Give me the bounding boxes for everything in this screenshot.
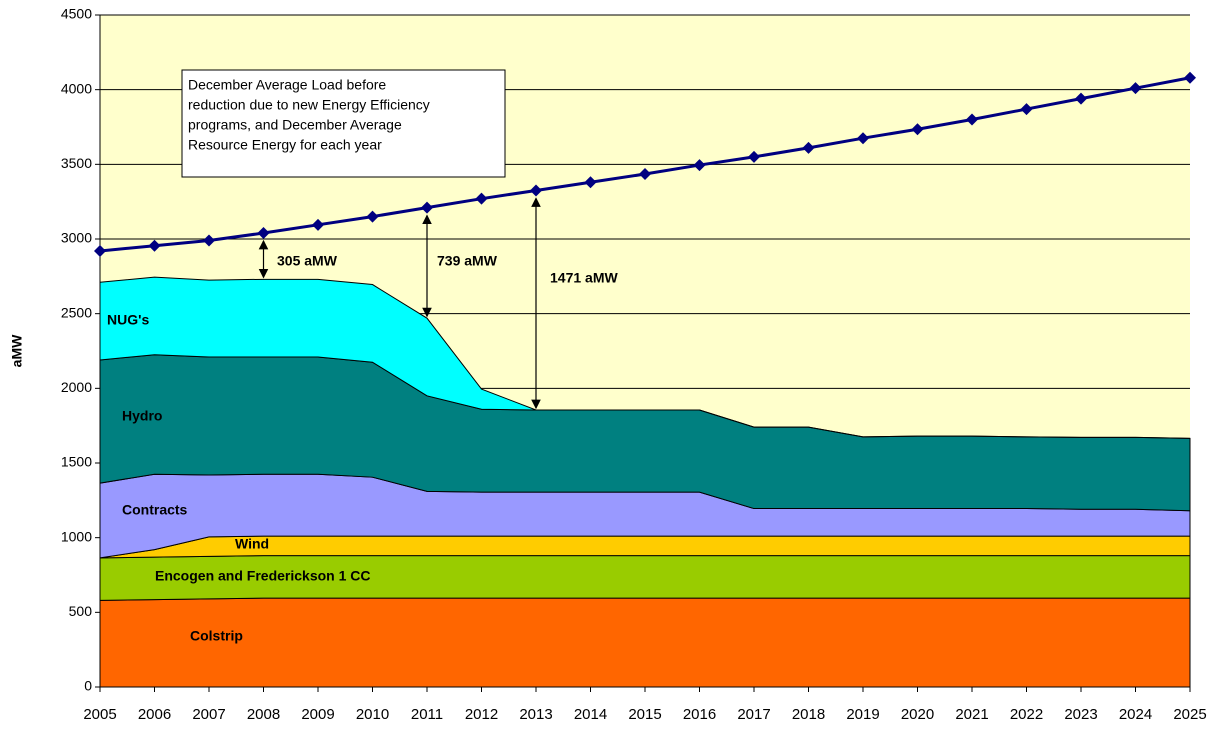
load-marker (475, 192, 488, 205)
load-marker (1129, 82, 1142, 95)
x-tick-label: 2016 (683, 706, 716, 723)
x-tick-label: 2007 (192, 706, 225, 723)
load-marker (203, 234, 215, 247)
x-tick-label: 2022 (1010, 706, 1043, 723)
x-tick-label: 2013 (519, 706, 552, 723)
x-tick-label: 2009 (301, 706, 334, 723)
series-label: Colstrip (190, 628, 243, 644)
gap-label: 305 aMW (277, 253, 338, 269)
series-label: Contracts (122, 502, 188, 518)
y-tick-label: 3000 (61, 230, 92, 246)
y-tick-label: 2500 (61, 304, 92, 320)
annotation-text: Resource Energy for each year (188, 137, 382, 153)
y-tick-label: 1000 (61, 528, 92, 544)
x-tick-label: 2006 (138, 706, 171, 723)
x-tick-label: 2014 (574, 706, 607, 723)
x-tick-label: 2020 (901, 706, 934, 723)
y-tick-label: 500 (69, 603, 93, 619)
x-tick-label: 2021 (955, 706, 988, 723)
x-tick-label: 2023 (1064, 706, 1097, 723)
series-label: NUG's (107, 312, 149, 328)
x-tick-label: 2010 (356, 706, 389, 723)
x-tick-label: 2005 (83, 706, 116, 723)
load-marker (148, 239, 161, 252)
load-marker (530, 184, 542, 197)
series-label: Hydro (122, 408, 162, 424)
gap-label: 1471 aMW (550, 270, 618, 286)
x-tick-label: 2012 (465, 706, 498, 723)
load-marker (366, 210, 379, 223)
x-tick-label: 2017 (737, 706, 770, 723)
load-marker (911, 123, 924, 136)
y-tick-label: 1500 (61, 454, 92, 470)
load-marker (966, 113, 978, 126)
x-tick-label: 2025 (1173, 706, 1206, 723)
load-marker (1020, 103, 1033, 116)
x-tick-label: 2008 (247, 706, 280, 723)
series-label: Wind (235, 536, 269, 552)
area (99, 597, 1191, 688)
load-marker (257, 227, 270, 240)
load-marker (639, 168, 651, 181)
area (99, 276, 1191, 439)
load-marker (693, 159, 706, 172)
load-marker (584, 176, 597, 189)
load-marker (421, 201, 433, 214)
y-tick-label: 4500 (61, 6, 92, 22)
series-label: Encogen and Frederickson 1 CC (155, 568, 371, 584)
load-marker (802, 141, 815, 154)
x-tick-label: 2018 (792, 706, 825, 723)
gap-label: 739 aMW (437, 253, 498, 269)
x-tick-label: 2024 (1119, 706, 1152, 723)
annotation-text: programs, and December Average (188, 117, 402, 133)
annotation-box (181, 69, 506, 178)
load-marker (748, 150, 760, 163)
y-tick-label: 3500 (61, 155, 92, 171)
x-tick-label: 2019 (846, 706, 879, 723)
y-tick-label: 4000 (61, 80, 92, 96)
load-marker (1075, 92, 1087, 105)
load-marker (857, 132, 869, 145)
load-marker (312, 218, 324, 231)
load-marker (1184, 71, 1196, 84)
y-axis-label: aMW (9, 334, 25, 367)
y-tick-label: 0 (84, 678, 92, 694)
load-marker (94, 244, 106, 257)
annotation-text: December Average Load before (188, 77, 386, 93)
x-tick-label: 2015 (628, 706, 661, 723)
annotation-text: reduction due to new Energy Efficiency (188, 97, 430, 113)
x-tick-label: 2011 (411, 706, 443, 723)
y-tick-label: 2000 (61, 379, 92, 395)
